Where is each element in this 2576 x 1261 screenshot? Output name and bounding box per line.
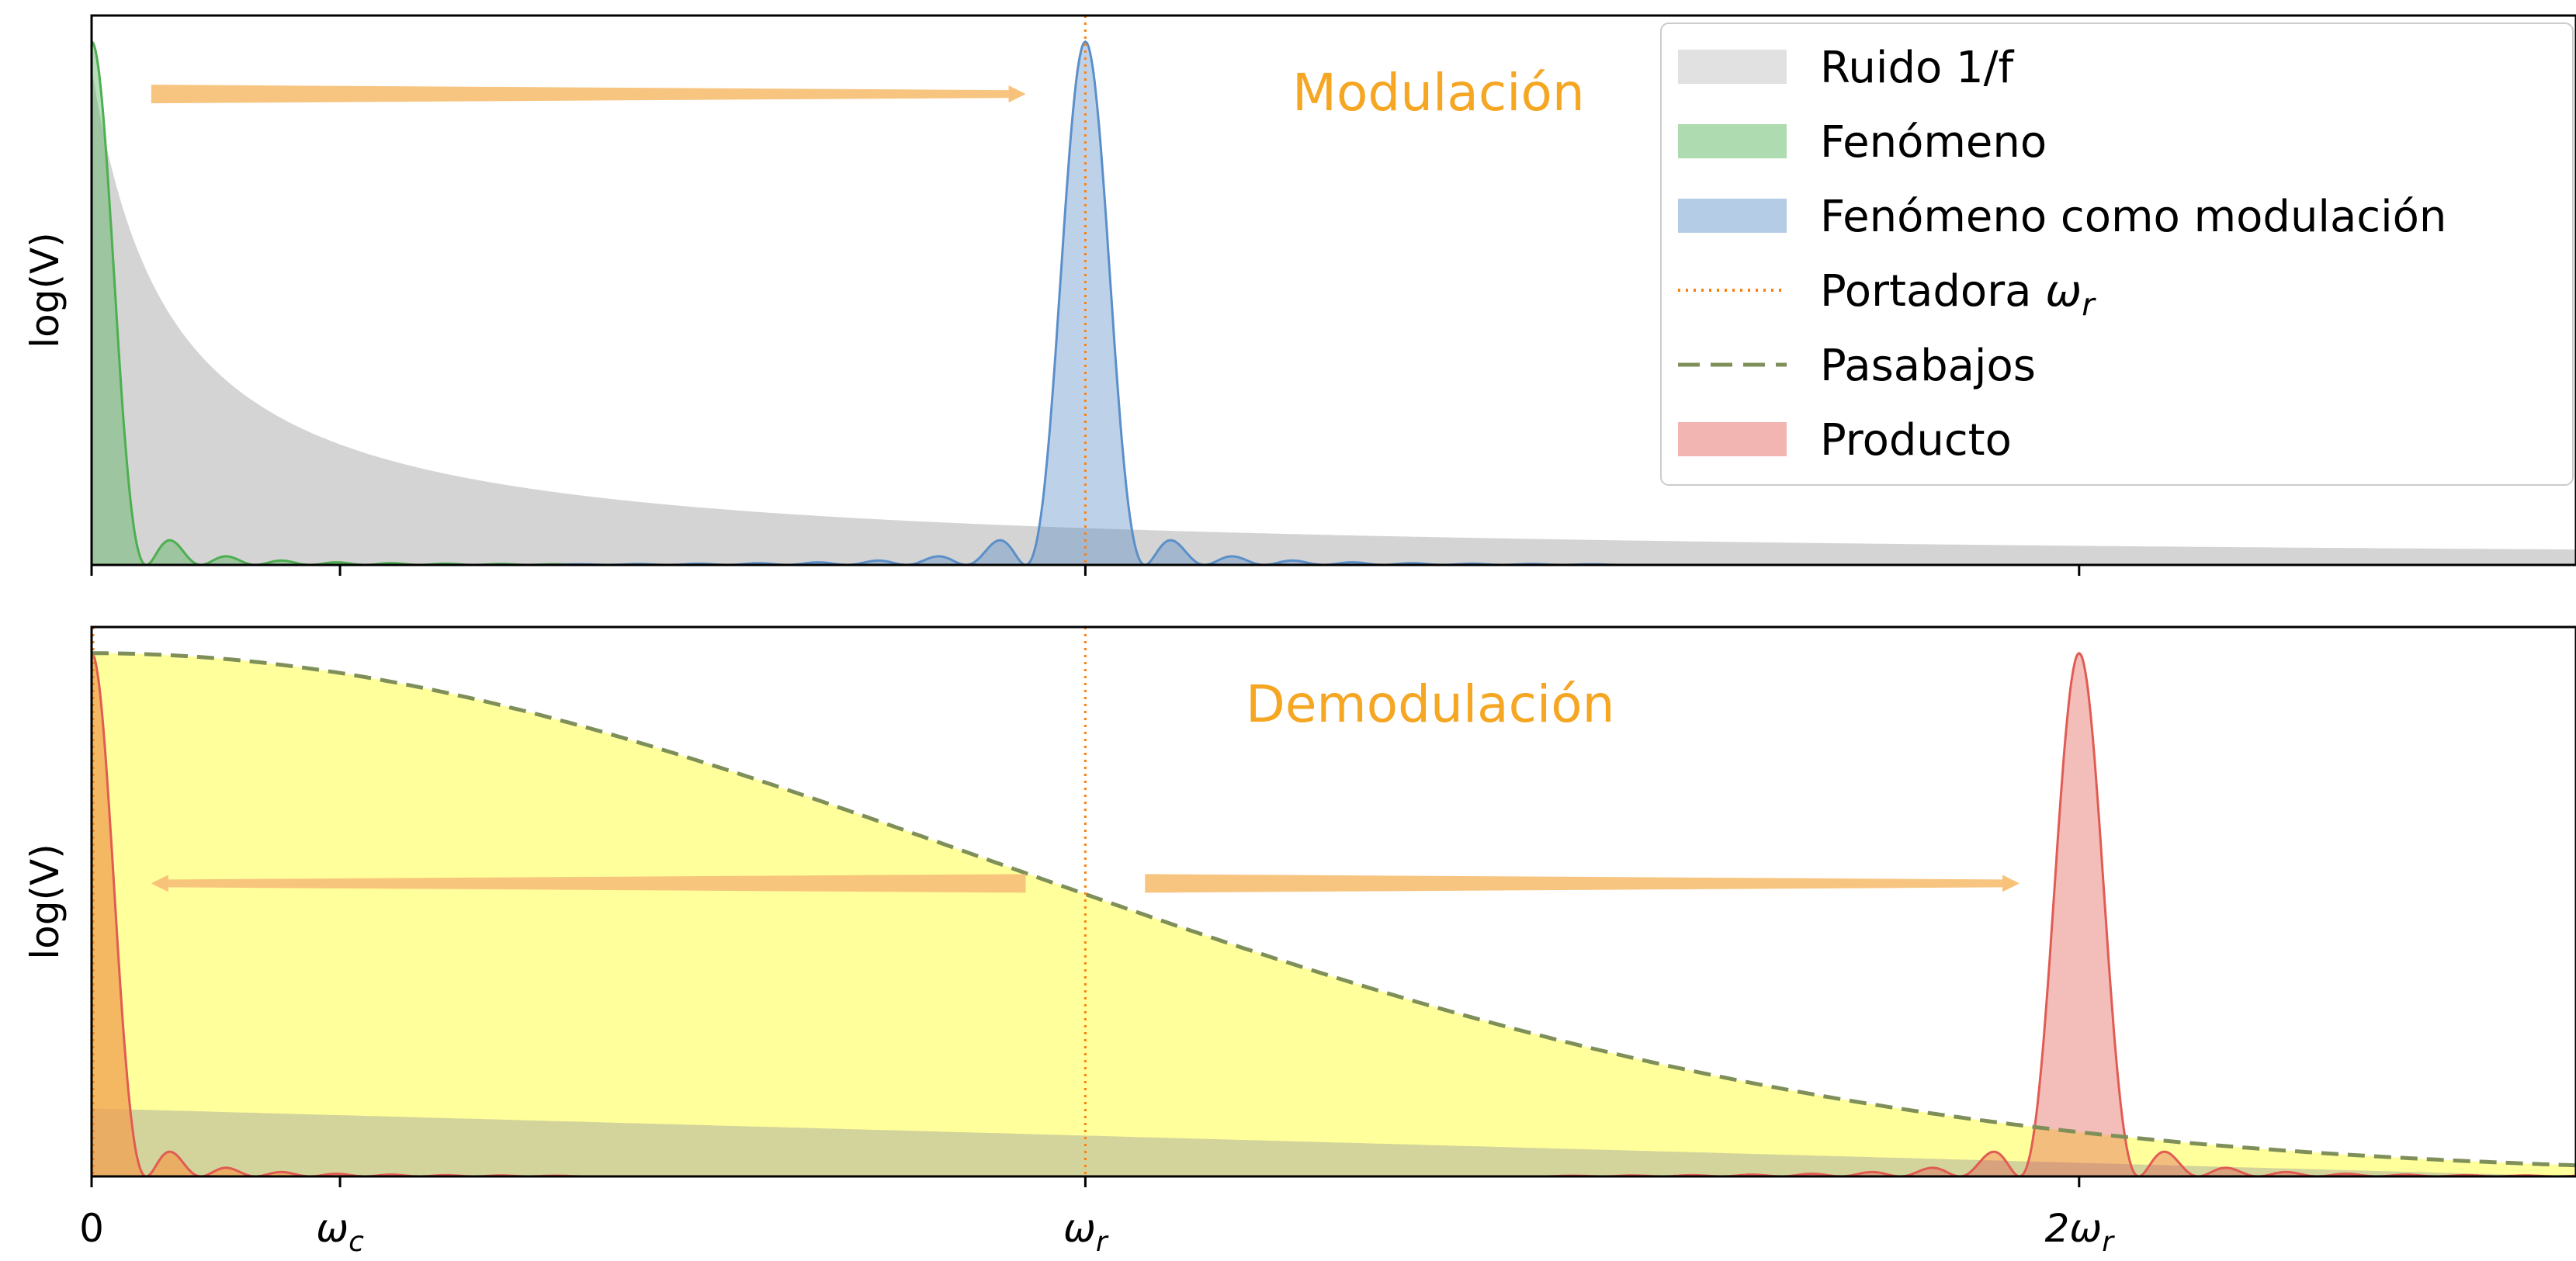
top-y-axis-label: log(V) <box>23 232 68 348</box>
bottom-peak-line-1 <box>1542 651 2576 1176</box>
bottom-arrow-1-head <box>2002 875 2020 892</box>
bottom-panel: 0 ωc ωr 2ωr log(V) Demodulación <box>23 625 2576 1258</box>
legend-label-4: Pasabajos <box>1820 341 2036 391</box>
legend-handle-2 <box>1678 199 1787 233</box>
legend-label-0: Ruido 1/f <box>1820 43 2015 93</box>
top-arrow-0-shaft <box>151 85 1009 104</box>
x-tick-label-1: ωc <box>316 1206 364 1258</box>
bottom-arrow-1-shaft <box>1145 874 2002 893</box>
x-tick-label-2: ωr <box>1063 1206 1109 1258</box>
legend-label-2: Fenómeno como modulación <box>1820 192 2446 242</box>
noise-1f-area <box>92 68 2576 565</box>
x-tick-label-0: 0 <box>79 1206 104 1251</box>
bottom-plot-area <box>92 627 2576 1176</box>
bottom-y-axis-label: log(V) <box>23 844 68 959</box>
top-x-ticks <box>90 565 2081 576</box>
bottom-peak-area-1 <box>1542 653 2576 1176</box>
top-panel-label: Modulación <box>1292 63 1585 123</box>
legend: Ruido 1/f Fenómeno Fenómeno como modulació… <box>1660 23 2574 486</box>
top-plot-frame <box>90 14 2576 566</box>
x-tick-labels: 0 ωc ωr 2ωr <box>79 1206 2115 1258</box>
top-arrow-0-head <box>1008 85 1026 103</box>
legend-label-1: Fenómeno <box>1820 117 2047 168</box>
bottom-arrow-0-shaft <box>168 874 1026 893</box>
x-tick-label-3: 2ωr <box>2045 1206 2116 1258</box>
legend-handle-0 <box>1678 50 1787 84</box>
top-panel: log(V) Modulación Ruido 1/f Fenómeno Fenóm… <box>23 14 2576 576</box>
bottom-plot-frame <box>90 625 2576 1178</box>
bottom-noise-area <box>92 1108 2576 1176</box>
legend-handle-1 <box>1678 124 1787 158</box>
bottom-arrow-0-head <box>151 875 168 892</box>
legend-box <box>1660 23 2574 486</box>
top-peak-line-1 <box>549 40 1622 565</box>
legend-handle-5 <box>1678 422 1787 456</box>
bottom-x-ticks <box>90 1176 2081 1187</box>
lowpass-area <box>92 653 2576 1176</box>
legend-label-5: Producto <box>1820 415 2012 466</box>
legend-label-3: Portadora ωr <box>1820 266 2096 323</box>
bottom-panel-label: Demodulación <box>1246 674 1614 734</box>
top-plot-area <box>92 16 2576 565</box>
